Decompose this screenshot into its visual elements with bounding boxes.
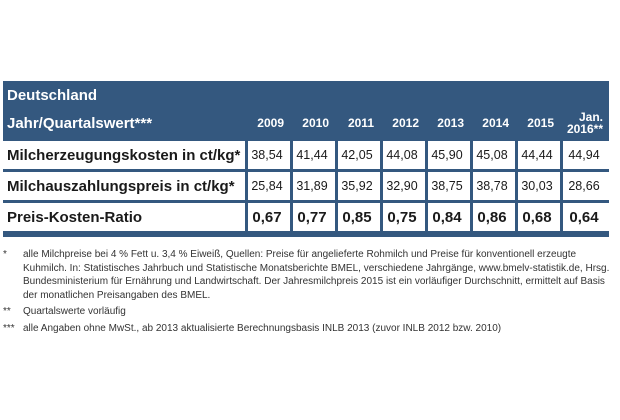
- table-cell: 0,64: [560, 203, 609, 231]
- year-header: 2015: [515, 108, 560, 141]
- table-cell: 0,86: [470, 203, 515, 231]
- footnote: *** alle Angaben ohne MwSt., ab 2013 akt…: [3, 322, 611, 336]
- year-header: 2011: [335, 108, 380, 141]
- table-cell: 28,66: [560, 172, 609, 203]
- footnote: * alle Milchpreise bei 4 % Fett u. 3,4 %…: [3, 248, 611, 302]
- footnote-text: alle Milchpreise bei 4 % Fett u. 3,4 % E…: [23, 249, 610, 301]
- year-header: 2009: [245, 108, 290, 141]
- year-header: 2012: [380, 108, 425, 141]
- row-label: Preis-Kosten-Ratio: [3, 203, 245, 231]
- table-row-costs: Milcherzeugungskosten in ct/kg* 38,54 41…: [3, 141, 609, 172]
- header-row: Jahr/Quartalswert*** 2009 2010 2011 2012…: [3, 108, 609, 141]
- table-cell: 0,85: [335, 203, 380, 231]
- year-header-jan-2016: Jan. 2016**: [560, 108, 609, 141]
- region-title: Deutschland: [7, 87, 98, 104]
- table-cell: 0,84: [425, 203, 470, 231]
- footnote-text: Quartalswerte vorläufig: [23, 306, 126, 317]
- table-cell: 45,08: [470, 141, 515, 172]
- footnote-mark: *: [3, 249, 7, 260]
- table-cell: 0,67: [245, 203, 290, 231]
- row-label: Milchauszahlungspreis in ct/kg*: [3, 172, 245, 203]
- table-row-ratio: Preis-Kosten-Ratio 0,67 0,77 0,85 0,75 0…: [3, 203, 609, 231]
- footnote: ** Quartalswerte vorläufig: [3, 305, 611, 319]
- table-cell: 38,75: [425, 172, 470, 203]
- table-cell: 38,54: [245, 141, 290, 172]
- year-header: 2010: [290, 108, 335, 141]
- header-label: Jahr/Quartalswert***: [3, 108, 245, 141]
- table-cell: 30,03: [515, 172, 560, 203]
- price-cost-table: Jahr/Quartalswert*** 2009 2010 2011 2012…: [3, 108, 609, 231]
- footnote-text: alle Angaben ohne MwSt., ab 2013 aktuali…: [23, 322, 502, 334]
- table-cell: 35,92: [335, 172, 380, 203]
- table-cell: 25,84: [245, 172, 290, 203]
- table-cell: 45,90: [425, 141, 470, 172]
- table-row-price: Milchauszahlungspreis in ct/kg* 25,84 31…: [3, 172, 609, 203]
- row-label: Milcherzeugungskosten in ct/kg*: [3, 141, 245, 172]
- table-cell: 0,77: [290, 203, 335, 231]
- footnote-mark: **: [3, 306, 11, 317]
- table-cell: 31,89: [290, 172, 335, 203]
- table-cell: 38,78: [470, 172, 515, 203]
- table-cell: 44,08: [380, 141, 425, 172]
- footnote-mark: ***: [3, 322, 15, 334]
- year-header: 2014: [470, 108, 515, 141]
- table-cell: 44,44: [515, 141, 560, 172]
- year-header: 2013: [425, 108, 470, 141]
- table-cell: 0,75: [380, 203, 425, 231]
- table-cell: 32,90: [380, 172, 425, 203]
- table-cell: 0,68: [515, 203, 560, 231]
- table-cell: 44,94: [560, 141, 609, 172]
- table-cell: 41,44: [290, 141, 335, 172]
- footnotes: * alle Milchpreise bei 4 % Fett u. 3,4 %…: [3, 248, 611, 338]
- table-cell: 42,05: [335, 141, 380, 172]
